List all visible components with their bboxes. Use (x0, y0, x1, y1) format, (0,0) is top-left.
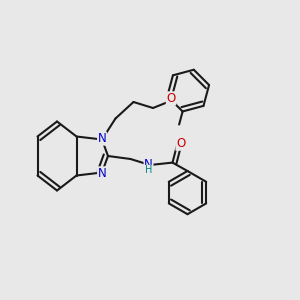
Text: H: H (145, 165, 152, 176)
Text: N: N (144, 158, 153, 171)
Text: N: N (98, 167, 106, 180)
Text: N: N (98, 132, 106, 145)
Text: O: O (167, 92, 176, 105)
Text: O: O (176, 137, 185, 150)
